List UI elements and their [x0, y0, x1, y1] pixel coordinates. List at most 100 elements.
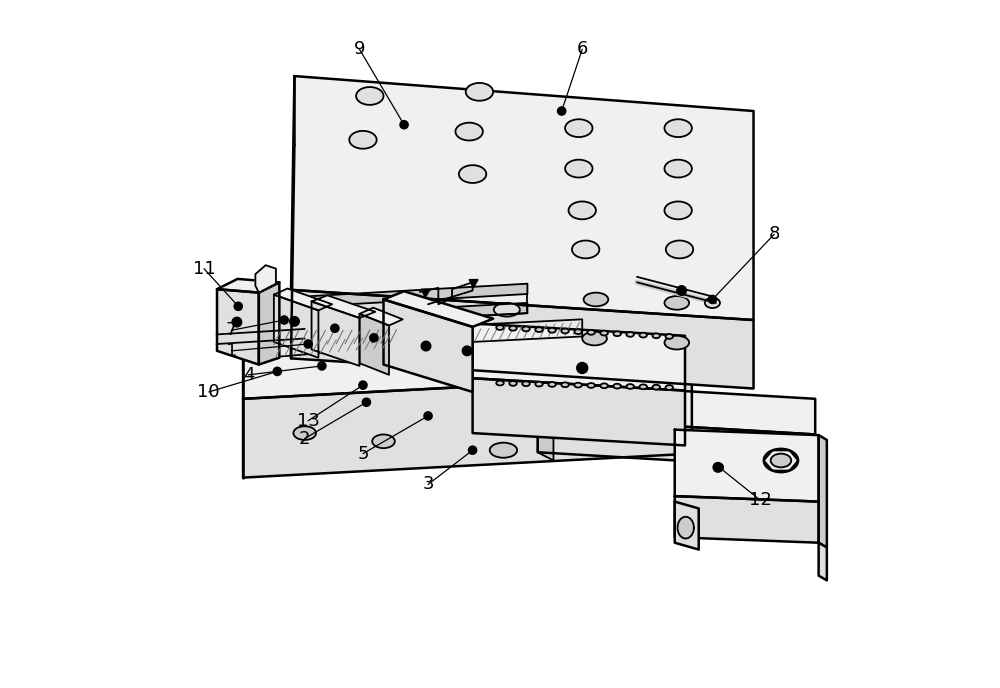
Ellipse shape — [574, 330, 582, 334]
Circle shape — [359, 381, 367, 389]
Text: 6: 6 — [577, 41, 588, 58]
Ellipse shape — [522, 327, 530, 332]
Circle shape — [304, 340, 312, 348]
Ellipse shape — [652, 334, 660, 338]
Ellipse shape — [664, 336, 689, 350]
Ellipse shape — [664, 296, 689, 310]
Circle shape — [424, 412, 432, 420]
Ellipse shape — [613, 384, 621, 389]
Ellipse shape — [455, 122, 483, 140]
Text: 7: 7 — [226, 321, 237, 339]
Polygon shape — [291, 290, 754, 389]
Text: 9: 9 — [354, 41, 365, 58]
Ellipse shape — [333, 305, 359, 319]
Circle shape — [577, 363, 588, 374]
Polygon shape — [819, 543, 827, 581]
Ellipse shape — [372, 434, 395, 448]
Ellipse shape — [664, 119, 692, 137]
Ellipse shape — [565, 160, 593, 178]
Polygon shape — [274, 288, 332, 310]
Polygon shape — [277, 303, 527, 327]
Ellipse shape — [569, 202, 596, 219]
Ellipse shape — [664, 160, 692, 178]
Ellipse shape — [509, 381, 517, 386]
Ellipse shape — [522, 381, 530, 386]
Ellipse shape — [705, 298, 720, 308]
Polygon shape — [675, 496, 819, 543]
Ellipse shape — [496, 380, 504, 385]
Polygon shape — [291, 76, 754, 320]
Ellipse shape — [509, 326, 517, 331]
Ellipse shape — [548, 328, 556, 333]
Ellipse shape — [293, 427, 316, 440]
Ellipse shape — [561, 383, 569, 387]
Text: 11: 11 — [193, 259, 215, 278]
Polygon shape — [274, 294, 318, 358]
Polygon shape — [473, 319, 582, 342]
Circle shape — [677, 286, 686, 295]
Ellipse shape — [665, 334, 673, 339]
Circle shape — [708, 295, 717, 303]
Polygon shape — [675, 429, 819, 502]
Polygon shape — [217, 279, 279, 292]
Polygon shape — [255, 265, 276, 292]
Ellipse shape — [412, 301, 438, 314]
Ellipse shape — [466, 83, 493, 100]
Circle shape — [400, 120, 408, 129]
Ellipse shape — [561, 329, 569, 334]
Ellipse shape — [587, 330, 595, 335]
Ellipse shape — [574, 383, 582, 387]
Ellipse shape — [771, 453, 791, 467]
Polygon shape — [384, 299, 473, 392]
Polygon shape — [678, 517, 694, 539]
Text: 4: 4 — [243, 366, 254, 384]
Circle shape — [318, 362, 326, 370]
Ellipse shape — [613, 332, 621, 336]
Ellipse shape — [764, 449, 798, 472]
Ellipse shape — [626, 384, 634, 389]
Polygon shape — [259, 282, 279, 365]
Polygon shape — [421, 289, 430, 297]
Ellipse shape — [582, 332, 607, 345]
Polygon shape — [243, 375, 692, 477]
Circle shape — [713, 462, 723, 472]
Text: 1: 1 — [226, 342, 237, 360]
Circle shape — [232, 317, 242, 327]
Ellipse shape — [490, 442, 517, 458]
Polygon shape — [538, 383, 553, 460]
Circle shape — [715, 463, 723, 471]
Polygon shape — [473, 323, 685, 391]
Ellipse shape — [600, 383, 608, 388]
Circle shape — [558, 107, 566, 115]
Text: 13: 13 — [297, 411, 320, 430]
Ellipse shape — [535, 327, 543, 332]
Ellipse shape — [356, 87, 384, 105]
Ellipse shape — [565, 119, 593, 137]
Circle shape — [421, 341, 431, 351]
Circle shape — [331, 324, 339, 332]
Ellipse shape — [587, 383, 595, 388]
Polygon shape — [384, 291, 493, 327]
Ellipse shape — [666, 241, 693, 259]
Circle shape — [234, 302, 242, 310]
Circle shape — [370, 334, 378, 342]
Polygon shape — [473, 378, 685, 445]
Text: 3: 3 — [422, 475, 434, 493]
Text: 2: 2 — [299, 429, 310, 448]
Circle shape — [273, 367, 281, 376]
Polygon shape — [312, 301, 360, 366]
Polygon shape — [819, 435, 827, 548]
Text: 5: 5 — [357, 444, 369, 462]
Text: 10: 10 — [197, 383, 220, 401]
Circle shape — [468, 446, 477, 454]
Ellipse shape — [535, 382, 543, 387]
Ellipse shape — [665, 385, 673, 390]
Ellipse shape — [494, 303, 520, 316]
Polygon shape — [274, 330, 390, 357]
Circle shape — [290, 316, 299, 326]
Ellipse shape — [600, 331, 608, 336]
Polygon shape — [675, 502, 699, 550]
Ellipse shape — [459, 165, 486, 183]
Ellipse shape — [639, 385, 647, 389]
Polygon shape — [360, 308, 403, 325]
